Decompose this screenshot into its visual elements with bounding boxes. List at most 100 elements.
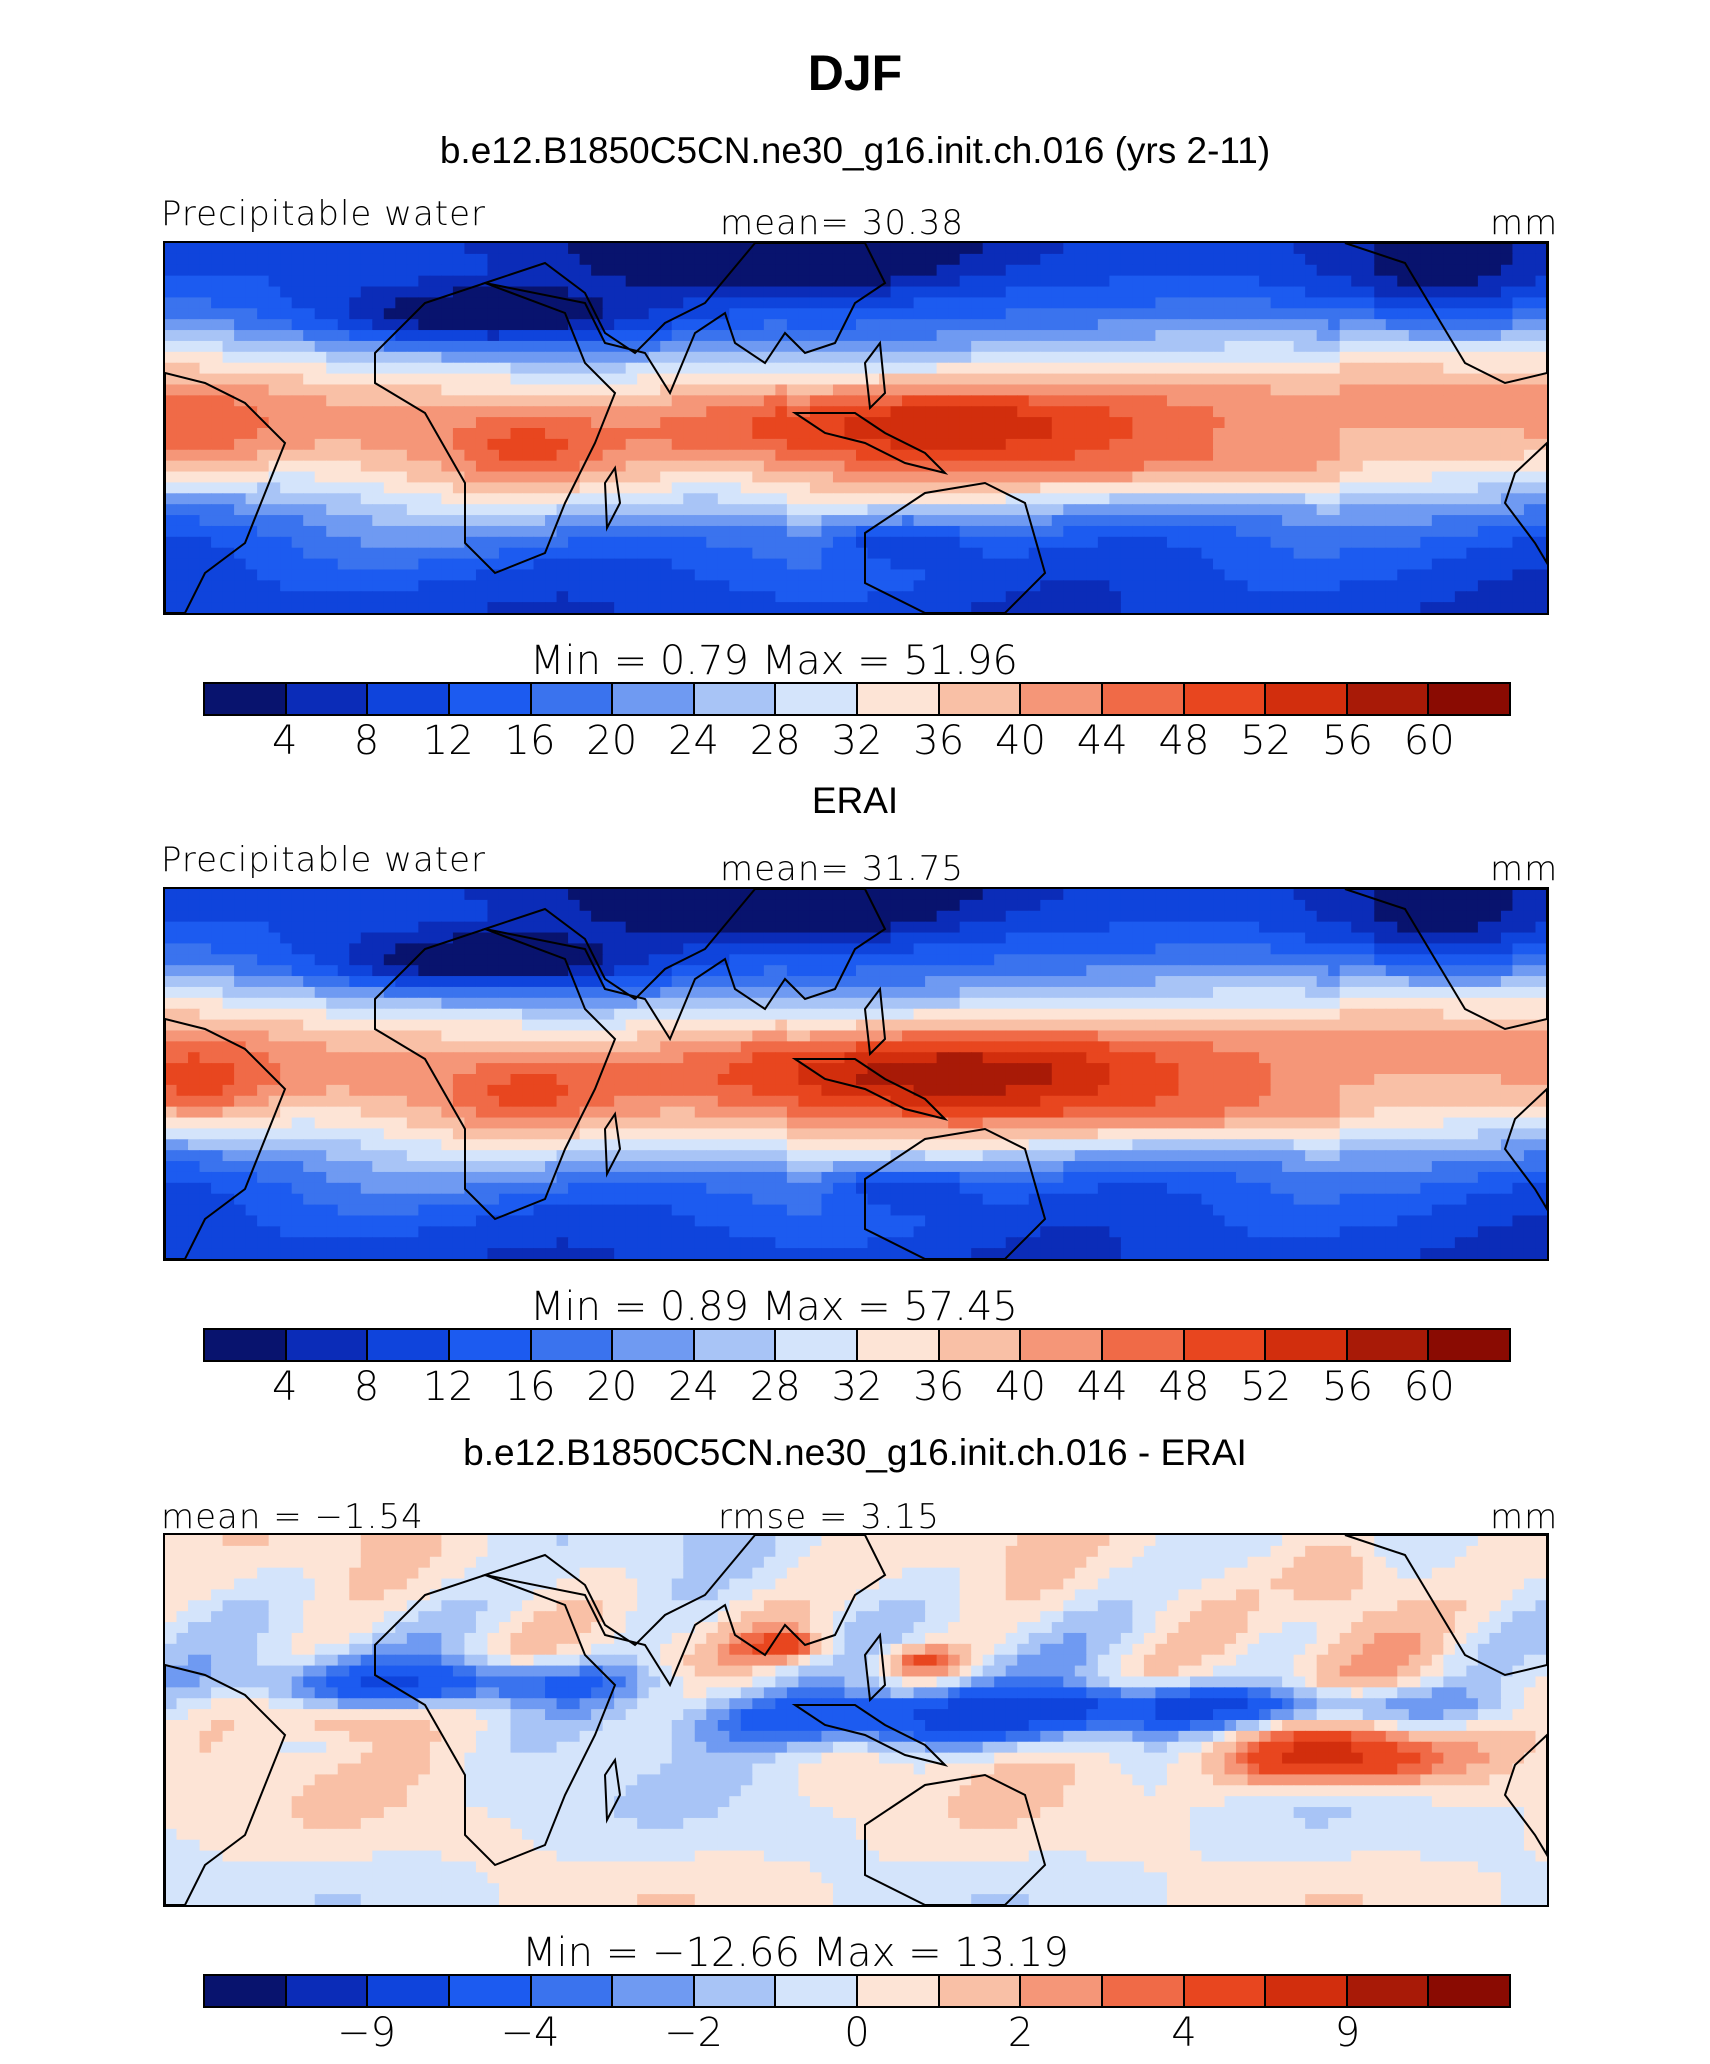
- colorbar-box: [1429, 684, 1509, 714]
- panel-1-mean-label: mean= 30.38: [720, 203, 965, 243]
- colorbar-box: [939, 1330, 1022, 1360]
- panel-1-map-svg: [165, 243, 1547, 613]
- coastline: [165, 1017, 287, 1259]
- colorbar-tick-label: 28: [749, 1364, 801, 1410]
- colorbar-box: [531, 1330, 614, 1360]
- colorbar-tick-label: 48: [1158, 1364, 1210, 1410]
- panel-1-colorbar: [203, 682, 1511, 716]
- colorbar-box: [449, 684, 532, 714]
- colorbar-box: [205, 684, 287, 714]
- colorbar-tick-label: 20: [586, 718, 638, 764]
- colorbar-box: [939, 684, 1022, 714]
- panel-3-units-label: mm: [1490, 1497, 1559, 1537]
- coastline: [165, 371, 287, 613]
- colorbar-box: [205, 1330, 287, 1360]
- colorbar-box: [858, 684, 940, 714]
- colorbar-tick-label: 4: [272, 718, 298, 764]
- coastline: [374, 1573, 617, 1867]
- colorbar-box: [531, 1976, 614, 2006]
- colorbar-box: [449, 1976, 532, 2006]
- colorbar-tick-label: 36: [913, 718, 965, 764]
- colorbar-box: [1429, 1330, 1509, 1360]
- colorbar-box: [1266, 684, 1348, 714]
- colorbar-tick-label: 60: [1403, 1364, 1455, 1410]
- colorbar-tick-label: 52: [1240, 1364, 1292, 1410]
- colorbar-box: [613, 684, 695, 714]
- figure-title: DJF: [807, 45, 903, 101]
- coastline: [791, 1058, 949, 1121]
- coastline: [481, 1535, 887, 1688]
- colorbar-tick-label: 32: [831, 718, 883, 764]
- colorbar-box: [1021, 684, 1103, 714]
- colorbar-box: [1347, 1330, 1430, 1360]
- coastline: [1344, 243, 1547, 385]
- colorbar-tick-label: 16: [504, 718, 556, 764]
- colorbar-tick-label: 9: [1334, 2010, 1361, 2056]
- colorbar-box: [1347, 684, 1430, 714]
- colorbar-tick-label: 52: [1240, 718, 1292, 764]
- panel-2-variable-label: Precipitable water: [161, 840, 487, 880]
- panel-3-minmax: Min = −12.66 Max = 13.19: [522, 1930, 1069, 1976]
- coastline: [165, 1663, 287, 1905]
- colorbar-tick-label: 24: [668, 1364, 719, 1410]
- coastline: [1344, 889, 1547, 1031]
- colorbar-box: [1184, 1976, 1267, 2006]
- panel-1-title: b.e12.B1850C5CN.ne30_g16.init.ch.016 (yr…: [439, 130, 1271, 171]
- colorbar-box: [1266, 1976, 1348, 2006]
- colorbar-tick-label: 4: [1171, 2010, 1197, 2056]
- coastline: [1503, 1733, 1547, 1857]
- coastline: [1344, 1535, 1547, 1677]
- colorbar-box: [858, 1330, 940, 1360]
- colorbar-tick-label: 56: [1322, 718, 1373, 764]
- colorbar-tick-label: 28: [749, 718, 801, 764]
- coastline: [863, 1632, 887, 1703]
- colorbar-box: [939, 1976, 1022, 2006]
- colorbar-tick-label: 16: [504, 1364, 556, 1410]
- panel-2-title: ERAI: [811, 780, 899, 821]
- coastline: [481, 889, 887, 1042]
- colorbar-box: [1266, 1330, 1348, 1360]
- colorbar-box: [776, 1976, 858, 2006]
- colorbar-tick-label: 8: [353, 1364, 380, 1410]
- colorbar-tick-label: 40: [995, 718, 1046, 764]
- panel-2-mean-label: mean= 31.75: [720, 849, 965, 889]
- colorbar-tick-label: 32: [831, 1364, 883, 1410]
- coastline: [863, 340, 887, 411]
- coastline: [374, 927, 617, 1221]
- coastline: [603, 465, 622, 532]
- colorbar-box: [1429, 1976, 1509, 2006]
- colorbar-box: [1021, 1330, 1103, 1360]
- colorbar-box: [286, 1976, 369, 2006]
- colorbar-tick-label: 12: [422, 1364, 474, 1410]
- colorbar-tick-label: −2: [664, 2010, 723, 2056]
- colorbar-tick-label: 56: [1322, 1364, 1373, 1410]
- colorbar-tick-label: 0: [844, 2010, 870, 2056]
- colorbar-box: [613, 1976, 695, 2006]
- colorbar-tick-label: 40: [995, 1364, 1046, 1410]
- colorbar-box: [613, 1330, 695, 1360]
- colorbar-tick-label: 48: [1158, 718, 1210, 764]
- coastline: [481, 243, 887, 396]
- coastline: [791, 1704, 949, 1767]
- panel-3-rmse-label: rmse = 3.15: [718, 1497, 940, 1537]
- coastline: [864, 1127, 1047, 1259]
- panel-1-map: [163, 241, 1549, 615]
- colorbar-tick-label: 24: [668, 718, 719, 764]
- colorbar-box: [776, 1330, 858, 1360]
- colorbar-box: [694, 1330, 777, 1360]
- colorbar-box: [449, 1330, 532, 1360]
- colorbar-box: [286, 1330, 369, 1360]
- colorbar-box: [694, 1976, 777, 2006]
- colorbar-tick-label: 20: [586, 1364, 638, 1410]
- colorbar-tick-label: 4: [272, 1364, 298, 1410]
- coastline: [1503, 1087, 1547, 1211]
- colorbar-tick-label: −9: [337, 2010, 396, 2056]
- colorbar-tick-label: 44: [1076, 718, 1128, 764]
- colorbar-tick-label: 2: [1007, 2010, 1034, 2056]
- coastline: [863, 986, 887, 1057]
- coastline: [864, 1773, 1047, 1905]
- colorbar-tick-label: −4: [500, 2010, 560, 2056]
- panel-2-map: [163, 887, 1549, 1261]
- colorbar-box: [1184, 684, 1267, 714]
- coastline: [603, 1757, 622, 1824]
